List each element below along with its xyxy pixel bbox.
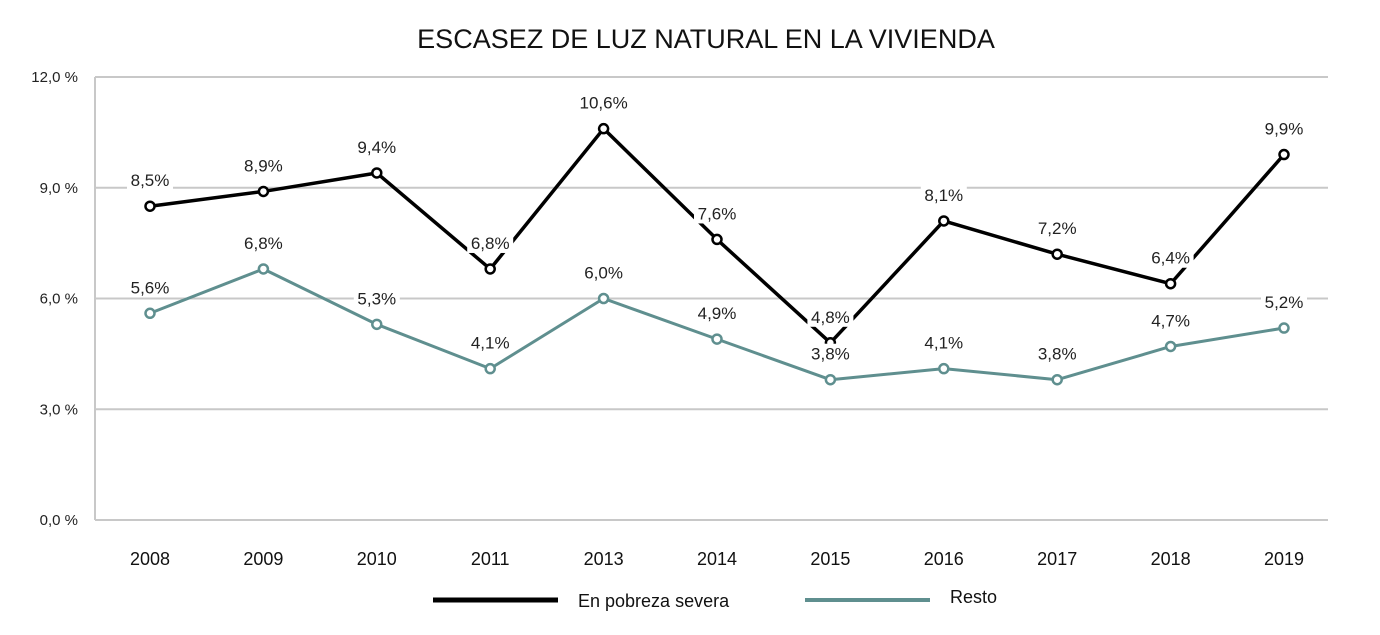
data-label: 10,6% [579, 94, 627, 113]
data-label-background [920, 332, 967, 353]
data-label-background [467, 232, 514, 253]
data-point [1051, 248, 1063, 260]
y-tick-label: 9,0 % [40, 180, 78, 197]
y-tick-label: 6,0 % [40, 291, 78, 308]
data-label-background [694, 203, 740, 224]
data-point [1278, 148, 1290, 161]
data-label-background [240, 232, 287, 253]
data-point [938, 362, 950, 375]
data-label: 3,8% [1038, 345, 1077, 364]
x-tick-label: 2019 [1264, 549, 1304, 569]
data-point [1278, 322, 1290, 334]
data-point [711, 333, 723, 345]
data-label-background [694, 303, 740, 324]
data-label-background [580, 262, 627, 283]
data-label-background [1147, 310, 1194, 331]
data-label-background [127, 277, 173, 298]
data-point [371, 318, 383, 331]
data-label: 4,9% [698, 304, 737, 323]
data-label: 7,2% [1038, 219, 1077, 238]
data-label-background [1261, 292, 1307, 313]
data-label-background [1147, 247, 1194, 268]
x-tick-label: 2015 [810, 549, 850, 569]
data-point [257, 263, 270, 275]
data-point [144, 200, 156, 212]
data-label: 9,4% [357, 138, 396, 157]
data-label-background [1034, 343, 1081, 364]
x-tick-label: 2009 [243, 549, 283, 569]
series-0: 8,5% 8,9% 9,4% 6,8% 10,6% 7,6% 4,8% 8,1% 7,2% 6,4… [127, 92, 1307, 349]
x-tick-label: 2018 [1151, 549, 1191, 569]
series-1: 5,6% 6,8% 5,3% 4,1% 6,0% 4,9% 3,8% 4,1% 3,8% 4,7%… [127, 232, 1307, 386]
data-label-background [353, 136, 400, 157]
data-label-background [1034, 218, 1081, 239]
x-tick-label: 2011 [471, 549, 510, 569]
data-label: 3,8% [811, 345, 850, 364]
data-point [1164, 340, 1177, 353]
data-label-background [575, 92, 632, 113]
data-point [711, 233, 723, 246]
data-label: 6,8% [244, 234, 283, 253]
data-point [144, 307, 156, 320]
y-tick-label: 3,0 % [40, 401, 78, 418]
data-label: 5,2% [1265, 293, 1304, 312]
legend-label: En pobreza severa [578, 591, 730, 611]
data-label: 7,6% [698, 204, 737, 223]
data-point [597, 292, 610, 305]
data-label: 8,5% [131, 171, 170, 190]
data-label-background [920, 184, 967, 205]
data-label-background [807, 306, 854, 327]
data-label-background [353, 288, 400, 309]
data-label: 8,9% [244, 156, 283, 175]
data-label-background [127, 170, 173, 191]
chart-title: ESCASEZ DE LUZ NATURAL EN LA VIVIENDA [417, 24, 995, 54]
data-label: 6,8% [471, 234, 510, 253]
data-label: 4,1% [924, 334, 963, 353]
data-point [484, 362, 496, 375]
x-tick-label: 2017 [1037, 549, 1077, 569]
data-point [824, 373, 837, 386]
legend-label: Resto [950, 587, 997, 607]
data-label: 4,8% [811, 308, 850, 327]
data-label: 6,4% [1151, 249, 1190, 268]
data-label: 8,1% [924, 186, 963, 205]
x-tick-label: 2010 [357, 549, 397, 569]
data-point [1164, 277, 1177, 290]
data-label: 5,6% [131, 278, 170, 297]
data-point [484, 263, 496, 275]
data-label: 5,3% [357, 289, 396, 308]
y-tick-label: 0,0 % [40, 512, 78, 529]
data-label-background [1261, 118, 1307, 139]
data-label-background [807, 343, 854, 364]
data-point [371, 167, 383, 179]
data-point [257, 185, 270, 198]
series-line [149, 267, 1285, 382]
data-label: 6,0% [584, 264, 623, 283]
data-point [1051, 373, 1063, 386]
data-label: 4,1% [471, 334, 510, 353]
data-label-background [467, 332, 514, 353]
data-label: 9,9% [1265, 120, 1304, 139]
y-tick-label: 12,0 % [31, 69, 78, 86]
data-label: 4,7% [1151, 311, 1190, 330]
data-point [938, 215, 950, 227]
x-tick-label: 2016 [924, 549, 964, 569]
x-tick-label: 2014 [697, 549, 737, 569]
x-tick-label: 2013 [584, 549, 624, 569]
x-tick-label: 2008 [130, 549, 170, 569]
data-point [597, 122, 610, 135]
data-label-background [240, 155, 287, 176]
